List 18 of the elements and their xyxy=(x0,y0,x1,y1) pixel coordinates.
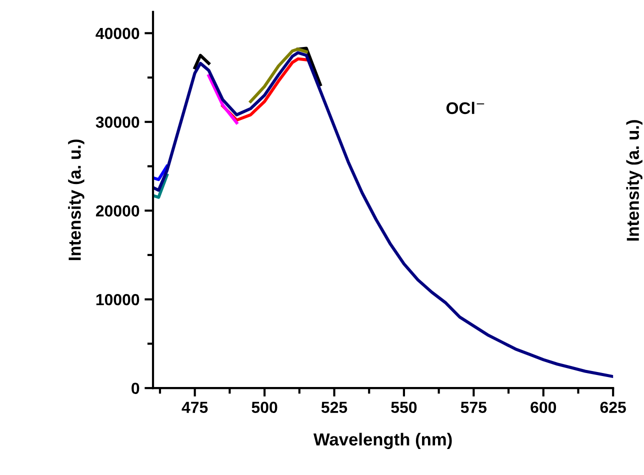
text: Intensity (a. u.) xyxy=(626,120,642,241)
x-tick-label: 525 xyxy=(321,402,348,413)
y-axis-title: Intensity (a. u.) xyxy=(68,140,84,260)
y-tick-label: 30000 xyxy=(96,116,140,128)
x-tick-label: 475 xyxy=(182,402,208,413)
y-tick-label: 0 xyxy=(132,382,140,394)
x-tick-label: 575 xyxy=(460,402,487,413)
y-tick-label: 10000 xyxy=(96,294,140,306)
x-axis-title: Wavelength (nm) xyxy=(313,432,452,450)
annotation: OCl$^{−}$ xyxy=(446,102,484,114)
x-tick-label: 600 xyxy=(530,402,556,413)
line-series xyxy=(153,51,614,378)
x-tick-label: 625 xyxy=(600,402,626,413)
x-tick-label: 500 xyxy=(252,402,278,413)
line-series xyxy=(249,48,308,104)
y-tick-label: 40000 xyxy=(96,28,140,40)
y-tick-label: 20000 xyxy=(96,205,140,217)
x-tick-label: 550 xyxy=(391,402,417,413)
